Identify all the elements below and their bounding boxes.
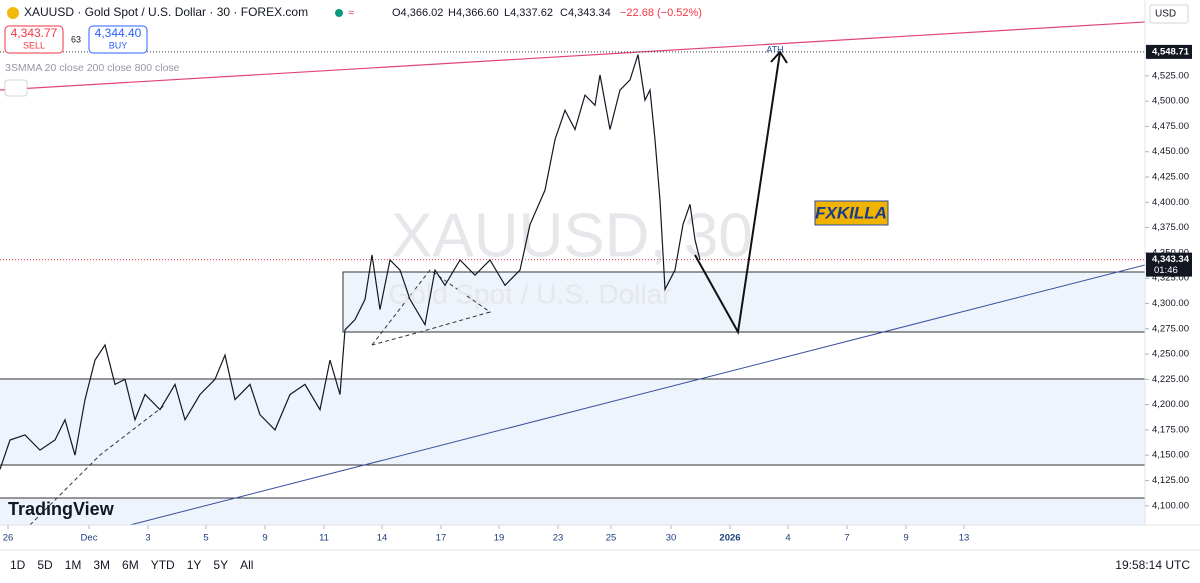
sell-label[interactable]: SELL [23,40,45,50]
y-tick-label: 4,225.00 [1152,374,1189,385]
x-tick-label: 23 [553,533,564,544]
close: C4,343.34 [560,7,611,19]
logo: TradingView [8,499,115,519]
y-tick-label: 4,175.00 [1152,424,1189,435]
y-tick-label: 4,325.00 [1152,273,1189,284]
buy-button[interactable] [88,25,148,54]
currency[interactable]: USD [1155,9,1176,20]
range-button[interactable]: 5Y [213,558,228,572]
range-button[interactable]: 5D [37,558,53,572]
spread: 63 [71,34,81,44]
y-tick-label: 4,375.00 [1152,222,1189,233]
y-tick-label: 4,100.00 [1152,500,1189,511]
range-button[interactable]: 1M [65,558,82,572]
y-tick-label: 4,275.00 [1152,323,1189,334]
ath-label: ATH [766,44,783,54]
trend-line [0,21,1146,91]
trend-line [129,264,1146,526]
x-tick-label: 13 [959,533,970,544]
x-tick-label: Dec [81,533,98,544]
range-button[interactable]: 6M [122,558,139,572]
y-tick-label: 4,250.00 [1152,349,1189,360]
brand-box [814,200,889,226]
status-dot [335,9,343,17]
y-tick-label: 4,125.00 [1152,475,1189,486]
range-button[interactable]: 1Y [187,558,202,572]
indicator[interactable]: 3SMMA 20 close 200 close 800 close [5,62,180,74]
brand: FXKILLA [815,203,887,222]
x-tick-label: 7 [844,533,849,544]
y-tick-label: 4,475.00 [1152,121,1189,132]
x-tick-label: 17 [436,533,447,544]
y-tick-label: 4,300.00 [1152,298,1189,309]
range-button[interactable]: YTD [151,558,175,572]
range-button[interactable]: All [240,558,253,572]
x-tick-label: 19 [494,533,505,544]
y-tick-label: 4,400.00 [1152,197,1189,208]
x-tick-label: 30 [666,533,677,544]
price-marker-label: 4,343.34 [1152,254,1190,265]
clock: 19:58:14 UTC [1115,558,1190,572]
currency-button[interactable] [1149,4,1189,24]
watermark: XAUUSD, 30 [391,201,753,270]
countdown: 01:46 [1154,265,1178,276]
sell-button[interactable] [4,25,64,54]
zone [342,271,1146,333]
y-tick-label: 4,500.00 [1152,96,1189,107]
status: ≈ [348,7,354,19]
y-tick-label: 4,150.00 [1152,450,1189,461]
symbol-icon [7,7,19,19]
sell-price[interactable]: 4,343.77 [11,26,58,40]
dashed-line [371,269,492,346]
change: −22.68 (−0.52%) [620,7,702,19]
zone [0,498,1145,525]
price-marker [1146,252,1192,277]
buy-price[interactable]: 4,344.40 [95,26,142,40]
open: O4,366.02 [392,7,443,19]
zone [0,379,1145,465]
y-tick-label: 4,525.00 [1152,70,1189,81]
y-tick-label: 4,450.00 [1152,146,1189,157]
low: L4,337.62 [504,7,553,19]
x-tick-label: 3 [145,533,150,544]
range-button[interactable]: 3M [93,558,110,572]
x-tick-label: 9 [903,533,908,544]
collapse-button[interactable] [4,79,28,97]
dashed-line [29,404,166,526]
y-tick-label: 4,200.00 [1152,399,1189,410]
high: H4,366.60 [448,7,499,19]
x-tick-label: 5 [203,533,208,544]
symbol[interactable]: XAUUSD · Gold Spot / U.S. Dollar · 30 · … [24,5,308,19]
range-button[interactable]: 1D [10,558,26,572]
projection-arrow [694,51,781,336]
x-tick-label: 9 [262,533,267,544]
price-marker-label: 4,548.71 [1152,46,1190,57]
x-tick-label: 4 [785,533,790,544]
watermark-sub: Gold Spot / U.S. Dollar [388,278,671,309]
buy-label[interactable]: BUY [109,40,128,50]
x-tick-label: 2026 [719,533,740,544]
x-tick-label: 25 [606,533,617,544]
arrow-head [770,50,788,64]
y-tick-label: 4,425.00 [1152,172,1189,183]
x-tick-label: 14 [377,533,388,544]
price-line-series [0,54,701,470]
price-marker [1146,44,1192,59]
x-tick-label: 11 [319,533,329,544]
x-tick-label: 26 [3,533,14,544]
